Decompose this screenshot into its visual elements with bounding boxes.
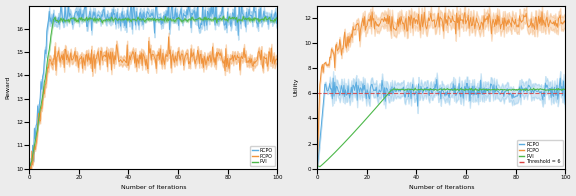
Legend: RCPO, PCPO, PVI: RCPO, PCPO, PVI xyxy=(250,146,275,166)
X-axis label: Number of Iterations: Number of Iterations xyxy=(408,185,474,191)
Y-axis label: Utility: Utility xyxy=(294,78,298,96)
Y-axis label: Reward: Reward xyxy=(6,75,10,99)
X-axis label: Number of Iterations: Number of Iterations xyxy=(120,185,186,191)
Legend: RCPO, PCPO, PVI, Threshold = 6: RCPO, PCPO, PVI, Threshold = 6 xyxy=(517,140,563,166)
